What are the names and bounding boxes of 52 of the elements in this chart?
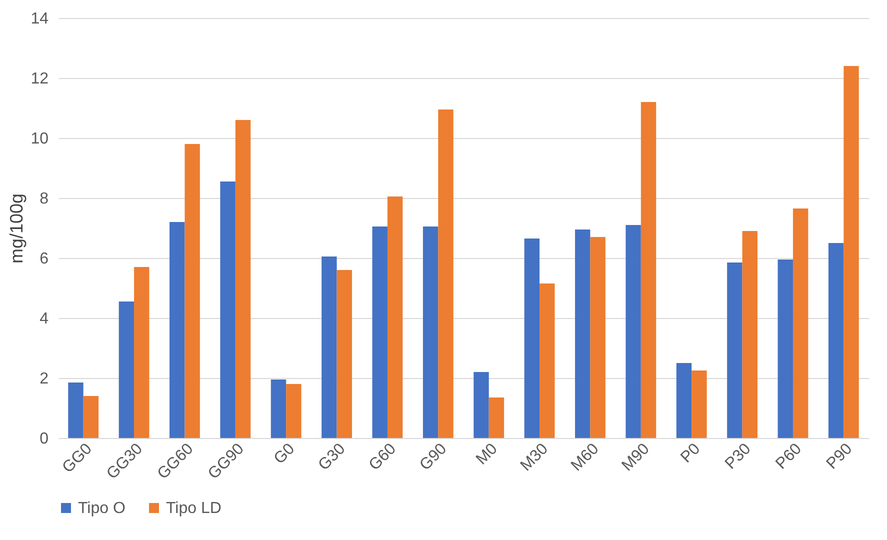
- bar: [220, 182, 236, 438]
- bar: [422, 226, 438, 438]
- x-tick-label: P0: [678, 440, 704, 466]
- bar: [575, 230, 590, 438]
- y-tick-label: 0: [40, 430, 49, 448]
- bar: [372, 226, 388, 438]
- y-axis-title: mg/100g: [6, 193, 27, 264]
- bar: [676, 363, 692, 438]
- y-tick-label: 8: [40, 190, 49, 208]
- y-tick-label: 6: [40, 250, 49, 268]
- bar: [524, 238, 540, 438]
- bar: [336, 270, 352, 438]
- bar: [590, 237, 606, 438]
- bar: [322, 256, 337, 438]
- bar: [742, 231, 758, 438]
- bar: [844, 66, 859, 438]
- bar: [474, 372, 489, 438]
- x-tick-label: G30: [315, 440, 349, 474]
- bar: [286, 384, 302, 438]
- bar: [828, 243, 844, 438]
- x-tick-label: G90: [416, 440, 450, 474]
- bar: [792, 208, 808, 438]
- bar: [727, 262, 742, 438]
- bar: [83, 396, 99, 438]
- x-tick-label: P60: [772, 440, 806, 473]
- bar: [235, 120, 251, 438]
- bar: [626, 225, 641, 438]
- y-tick-label: 2: [40, 370, 49, 388]
- x-tick-label: P90: [824, 440, 856, 473]
- bar: [170, 222, 185, 438]
- x-tick-label: P30: [722, 440, 754, 473]
- x-tick-label: G60: [366, 440, 400, 474]
- bar: [387, 196, 403, 438]
- bar: [778, 260, 793, 438]
- y-tick-label: 4: [40, 310, 49, 328]
- bar: [118, 302, 134, 438]
- bar: [438, 110, 454, 438]
- x-tick-label: G0: [271, 440, 298, 468]
- x-tick-label: M0: [473, 440, 501, 468]
- y-tick-label: 14: [30, 10, 49, 28]
- bar: [640, 102, 656, 438]
- y-tick-label: 12: [30, 70, 49, 88]
- legend-label: Tipo LD: [166, 500, 222, 517]
- bar: [68, 382, 84, 438]
- legend-label: Tipo O: [78, 500, 126, 517]
- bar: [692, 370, 707, 438]
- bar: [134, 267, 150, 438]
- bar: [270, 380, 286, 438]
- bar: [540, 284, 555, 438]
- bar: [488, 398, 504, 438]
- y-tick-label: 10: [30, 130, 49, 148]
- bar: [184, 144, 200, 438]
